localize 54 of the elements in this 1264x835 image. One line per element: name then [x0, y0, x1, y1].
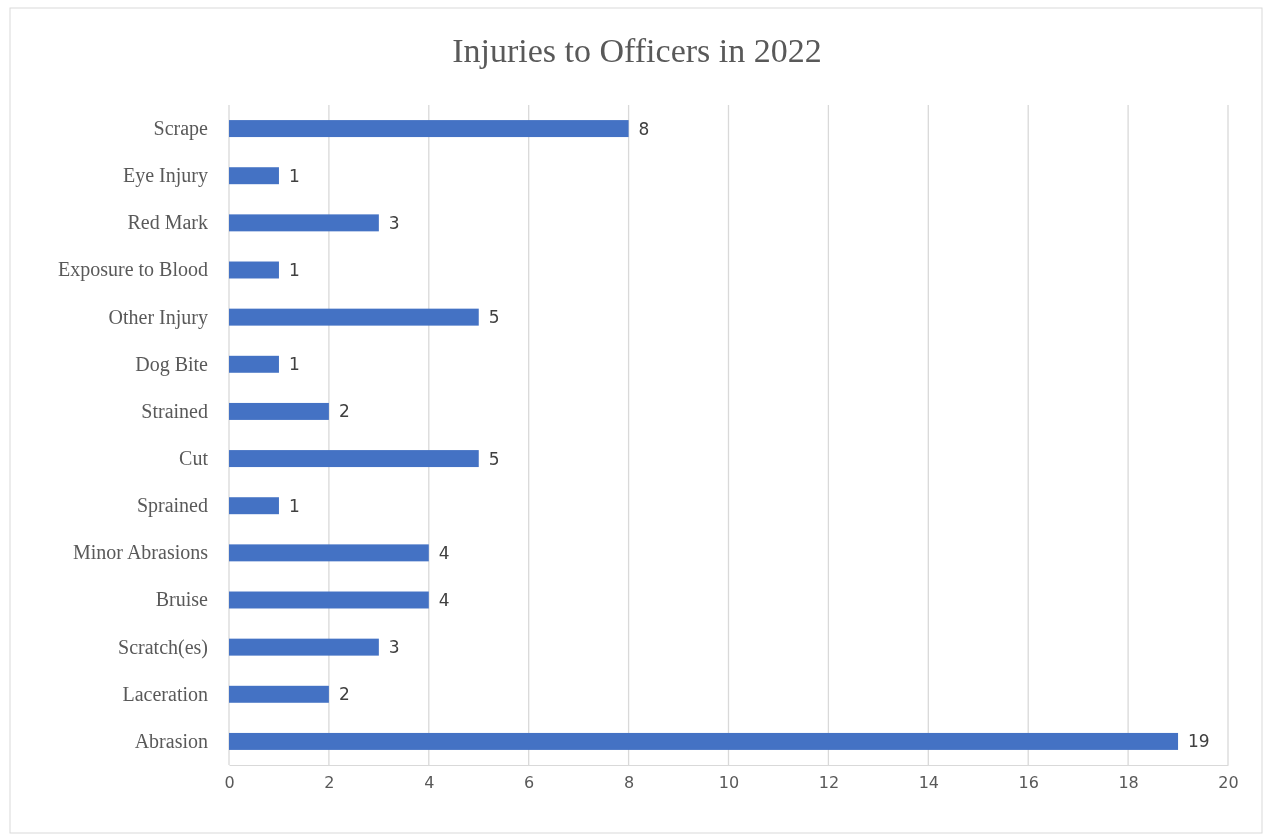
data-label: 3 [388, 637, 400, 658]
bar [229, 591, 429, 609]
bar [229, 167, 279, 185]
bar [229, 638, 379, 656]
bar [229, 355, 279, 373]
x-tick-label: 14 [918, 773, 939, 793]
x-tick-label: 18 [1118, 773, 1139, 793]
bar [229, 261, 279, 279]
bar [229, 402, 329, 420]
data-label: 1 [288, 495, 300, 516]
x-tick-label: 16 [1018, 773, 1039, 793]
y-tick-label: Dog Bite [135, 352, 209, 376]
x-tick-label: 10 [718, 773, 740, 793]
x-tick-label: 2 [324, 773, 335, 793]
data-label: 1 [288, 165, 300, 186]
data-label: 8 [638, 118, 650, 139]
x-tick-label: 12 [818, 773, 840, 793]
bar [229, 497, 279, 515]
data-label: 1 [288, 354, 300, 375]
y-tick-label: Cut [179, 446, 209, 469]
y-tick-label: Scrape [153, 116, 209, 140]
data-label: 2 [338, 401, 350, 422]
bar [229, 544, 429, 562]
x-tick-label: 20 [1218, 773, 1239, 793]
bar [229, 685, 329, 703]
data-label: 19 [1188, 731, 1210, 752]
y-tick-label: Strained [141, 399, 208, 422]
bar [229, 308, 479, 326]
y-tick-label: Sprained [136, 494, 208, 518]
y-tick-label: Bruise [155, 588, 209, 611]
y-tick-label: Other Injury [108, 305, 208, 329]
y-tick-label: Laceration [122, 682, 208, 705]
y-tick-label: Red Mark [127, 211, 208, 234]
y-tick-label: Scratch(es) [118, 635, 208, 659]
bar [229, 450, 479, 468]
bar [229, 120, 629, 138]
y-tick-label: Abrasion [134, 729, 208, 752]
data-label: 3 [388, 212, 400, 233]
x-tick-label: 8 [624, 773, 635, 793]
x-tick-label: 4 [424, 773, 435, 793]
bar [229, 214, 379, 232]
x-tick-label: 0 [224, 773, 235, 793]
y-tick-label: Exposure to Blood [58, 258, 208, 282]
bar [229, 732, 1179, 750]
chart-title: Injuries to Officers in 2022 [452, 32, 822, 69]
x-tick-label: 6 [524, 773, 535, 793]
data-label: 4 [438, 589, 450, 610]
data-label: 1 [288, 259, 300, 280]
data-label: 5 [488, 307, 500, 328]
y-tick-label: Minor Abrasions [73, 541, 209, 564]
y-tick-label: Eye Injury [123, 164, 208, 188]
data-label: 4 [438, 542, 450, 563]
data-label: 2 [338, 684, 350, 705]
data-label: 5 [488, 448, 500, 469]
